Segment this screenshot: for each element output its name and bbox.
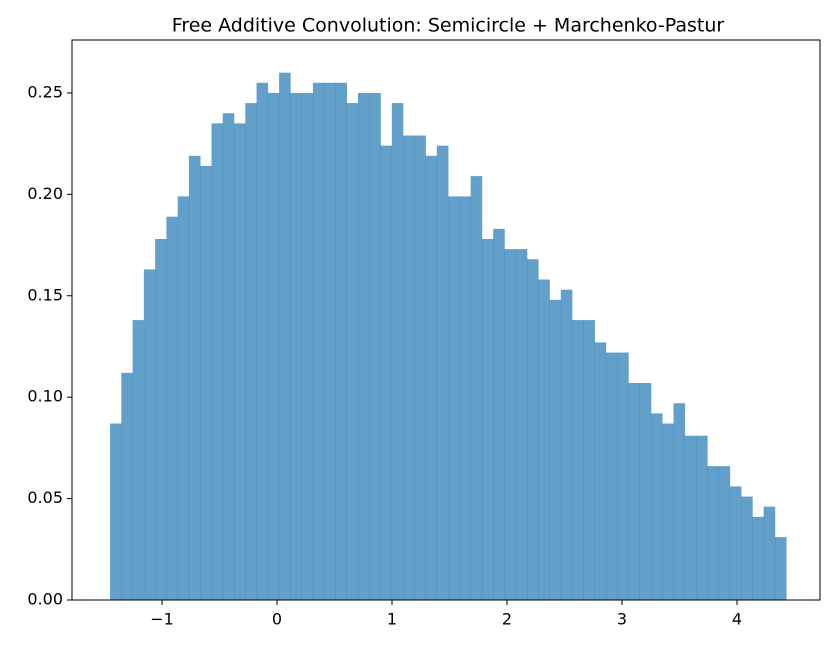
bar — [290, 92, 302, 600]
bar — [729, 486, 742, 600]
bar — [357, 92, 370, 600]
bar — [245, 103, 257, 600]
bar — [448, 196, 460, 601]
bar — [132, 320, 145, 600]
bar — [346, 103, 359, 600]
bar — [369, 92, 381, 600]
bar — [459, 196, 471, 601]
bar — [403, 135, 415, 600]
bar — [110, 423, 122, 600]
bar — [335, 82, 348, 601]
chart-title: Free Additive Convolution: Semicircle + … — [172, 15, 725, 37]
bar — [211, 123, 224, 601]
bar — [222, 113, 235, 600]
bar — [312, 82, 325, 601]
bar — [696, 435, 708, 600]
bar — [391, 103, 404, 600]
bar — [166, 216, 178, 600]
bar — [177, 196, 190, 601]
bar — [436, 145, 449, 600]
bar — [617, 352, 629, 600]
bar — [493, 228, 505, 600]
bar — [527, 259, 539, 600]
bar — [481, 238, 494, 601]
bar — [650, 413, 663, 600]
bar — [549, 299, 562, 600]
y-tick-label: 0.15 — [27, 285, 63, 304]
plot-frame — [71, 39, 821, 601]
bar — [121, 372, 133, 600]
bar — [628, 382, 640, 600]
y-tick-label: 0.00 — [27, 590, 63, 609]
bar — [515, 249, 528, 600]
bar — [188, 155, 201, 600]
bar — [741, 496, 753, 600]
bar — [572, 320, 584, 600]
bar — [279, 72, 291, 600]
bar — [301, 92, 314, 600]
bar — [763, 506, 776, 600]
bar — [583, 320, 595, 600]
bar — [380, 145, 393, 600]
bar — [234, 123, 246, 601]
y-tick-label: 0.20 — [27, 184, 63, 203]
bar — [324, 82, 336, 601]
x-tick-label: 1 — [387, 610, 397, 629]
bar — [662, 423, 674, 600]
bar — [267, 92, 280, 600]
y-tick-label: 0.10 — [27, 387, 63, 406]
bar — [414, 135, 426, 600]
x-tick-label: 4 — [732, 610, 742, 629]
x-tick-label: −1 — [150, 610, 174, 629]
bar — [425, 155, 438, 600]
x-tick-label: 0 — [272, 610, 282, 629]
bar — [707, 466, 719, 600]
bar — [718, 466, 731, 600]
bar — [200, 165, 212, 601]
bar — [143, 269, 156, 600]
bar — [256, 82, 269, 601]
bar — [639, 382, 652, 600]
y-tick-label: 0.25 — [27, 82, 63, 101]
y-tick-label: 0.05 — [27, 488, 63, 507]
bar — [470, 176, 483, 600]
bar — [594, 342, 607, 600]
bar — [774, 537, 787, 600]
bar — [504, 249, 517, 600]
bar — [684, 435, 697, 600]
bar — [155, 238, 167, 601]
bar — [538, 279, 550, 600]
x-tick-label: 3 — [617, 610, 627, 629]
bar — [560, 289, 573, 600]
bar — [605, 352, 618, 600]
x-tick-label: 2 — [502, 610, 512, 629]
bar — [752, 516, 764, 600]
bar — [673, 403, 686, 600]
